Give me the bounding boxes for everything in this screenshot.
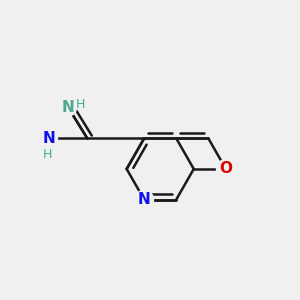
Text: N: N xyxy=(43,131,56,146)
Circle shape xyxy=(41,130,58,146)
Text: H: H xyxy=(75,98,85,111)
Circle shape xyxy=(60,100,76,116)
Text: O: O xyxy=(219,161,232,176)
Text: N: N xyxy=(62,100,75,115)
Circle shape xyxy=(135,190,154,209)
Text: H: H xyxy=(43,148,52,161)
Text: N: N xyxy=(138,192,151,207)
Circle shape xyxy=(217,160,235,178)
